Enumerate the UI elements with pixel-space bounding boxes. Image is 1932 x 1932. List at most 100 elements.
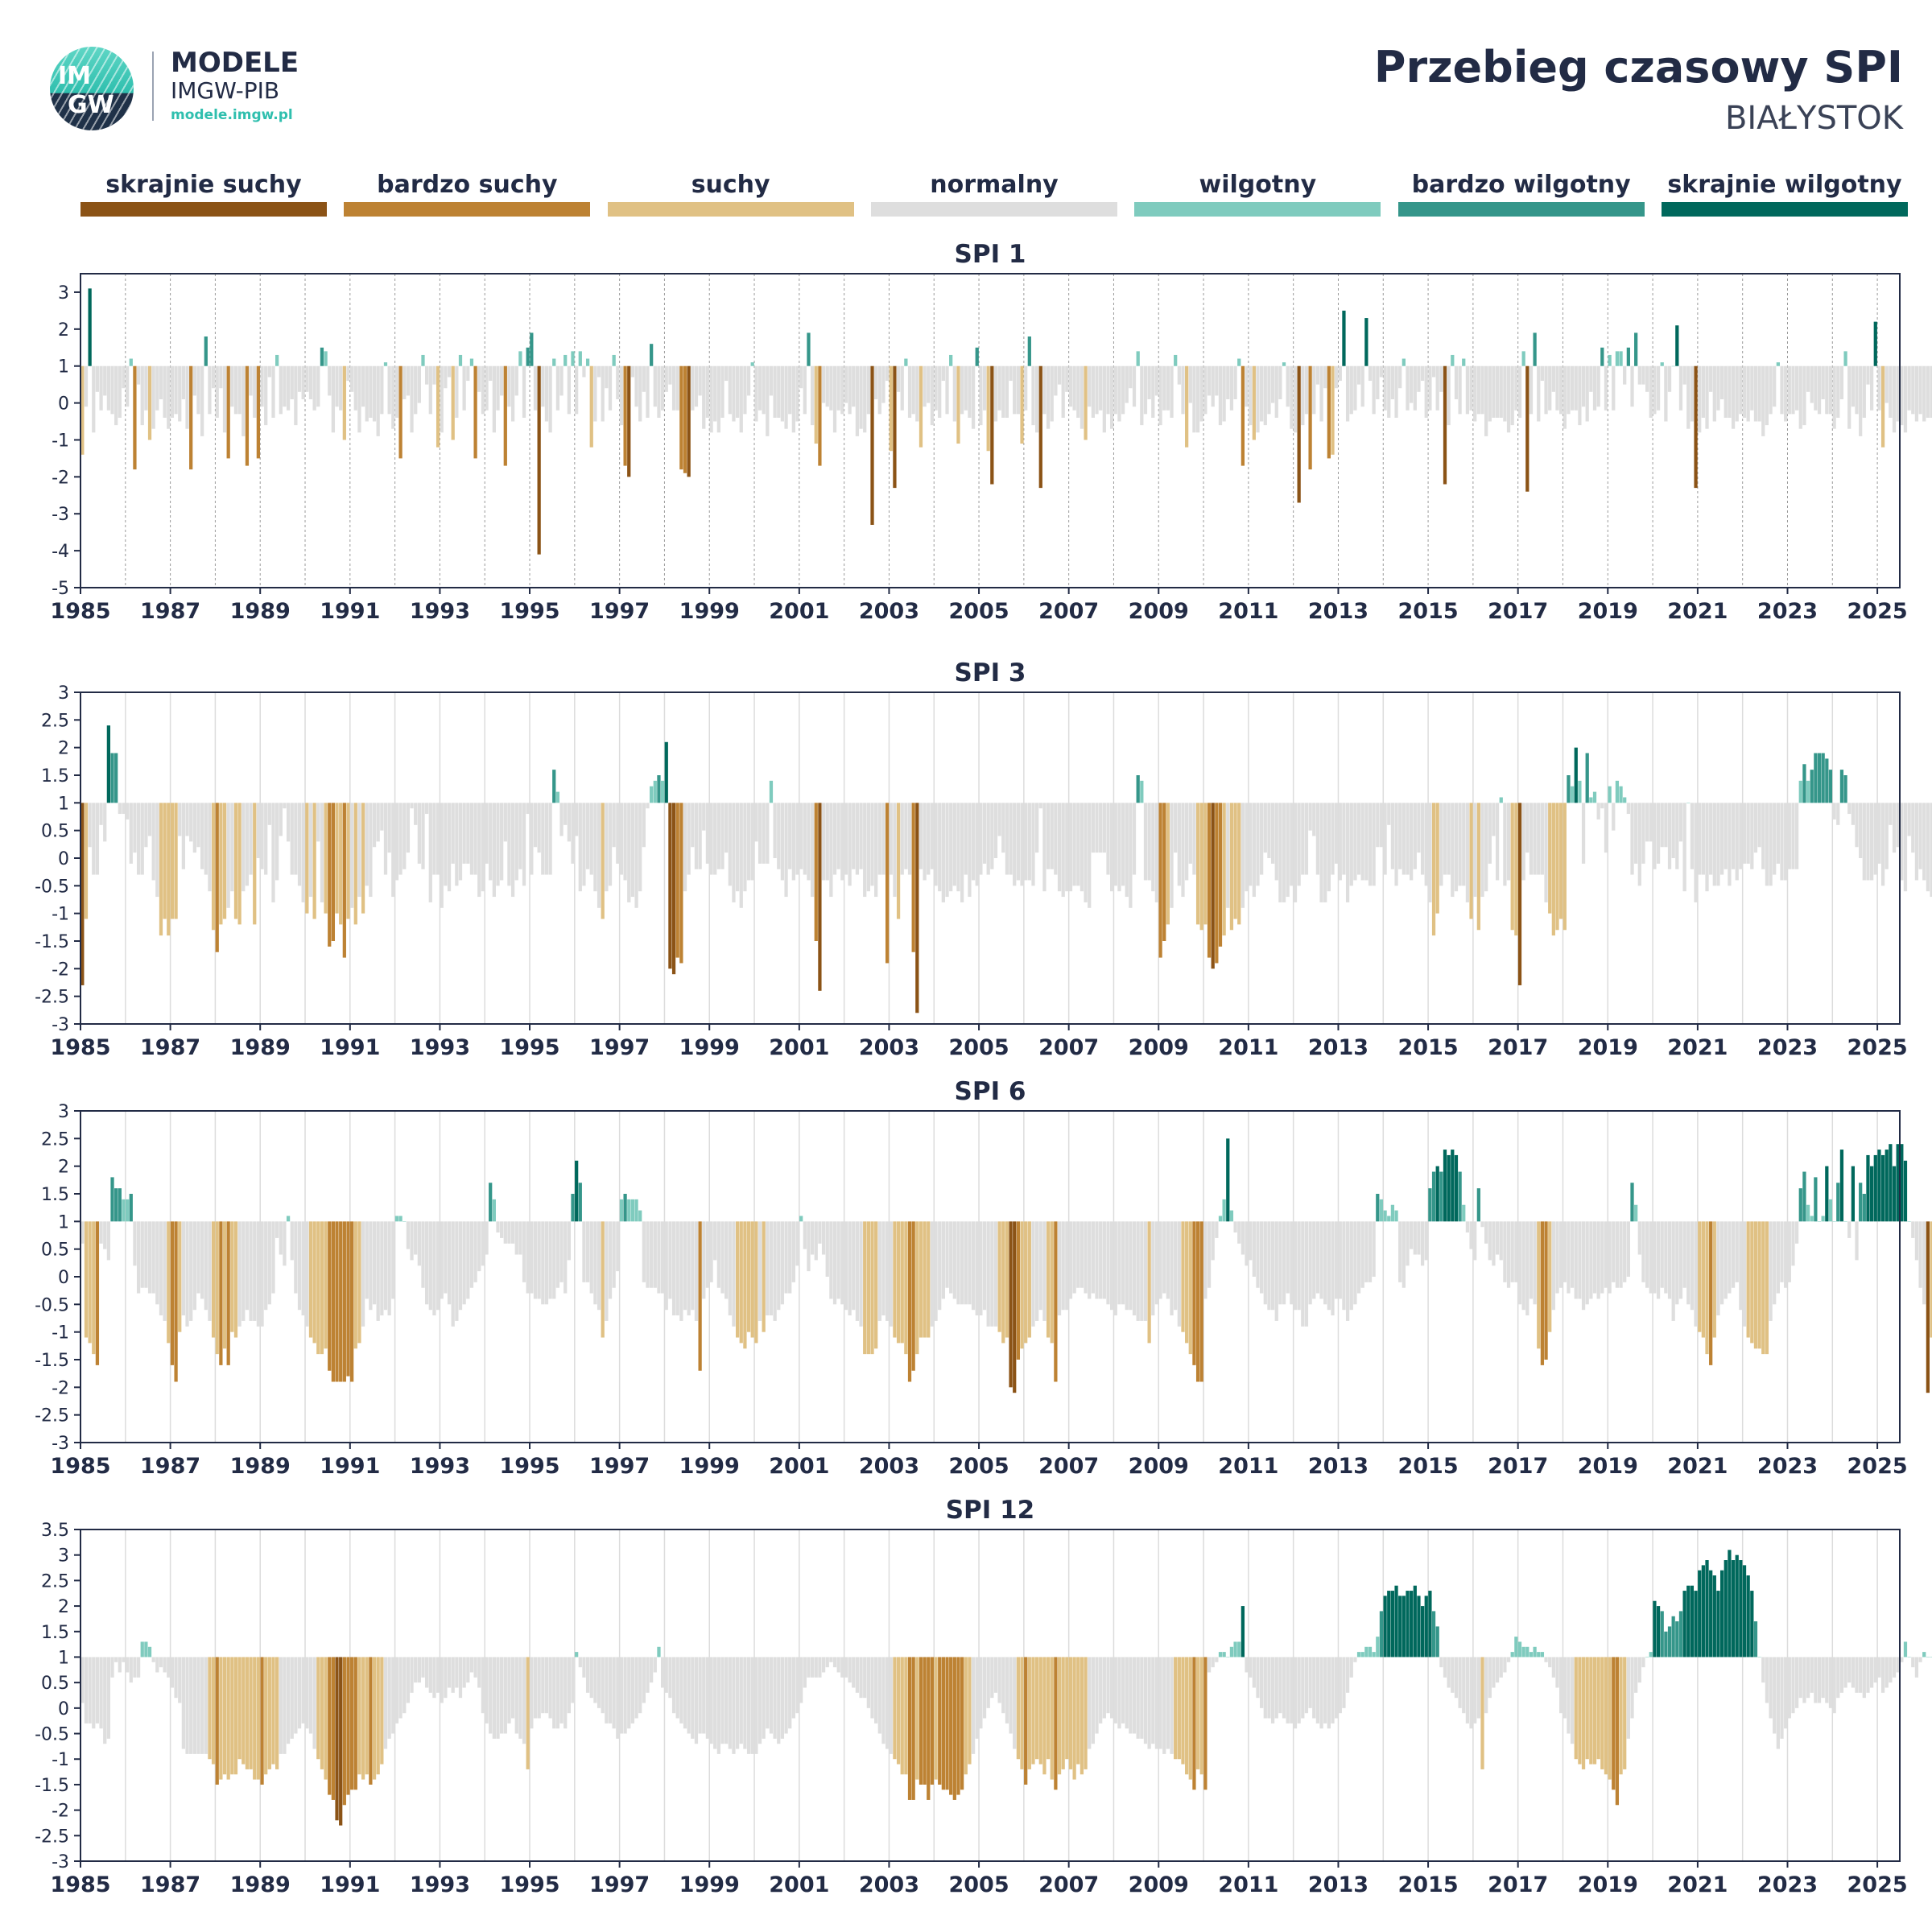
spi-bar (1750, 1591, 1754, 1657)
spi-bar (147, 803, 152, 836)
x-tick-label: 1991 (320, 1454, 380, 1479)
spi-bar (1773, 1221, 1777, 1305)
spi-bar (147, 365, 152, 440)
y-tick-label: -1.5 (35, 932, 69, 952)
spi-bar (402, 365, 407, 399)
spi-bar (1559, 803, 1563, 919)
spi-bar (1020, 1221, 1024, 1349)
spi-bar (552, 770, 556, 803)
spi-bar (1701, 365, 1705, 418)
spi-bar (1121, 1221, 1125, 1305)
spi-bar (275, 354, 279, 366)
spi-bar (118, 1188, 122, 1222)
spi-bar (1517, 803, 1522, 985)
spi-bar (1170, 365, 1174, 418)
spi-bar (694, 365, 699, 407)
x-tick-label: 2019 (1578, 1454, 1638, 1479)
spi-bar (564, 803, 568, 825)
spi-bar (275, 1221, 279, 1238)
spi-bar (1319, 365, 1323, 422)
spi-bar (1454, 803, 1459, 892)
spi-bar (1660, 803, 1664, 848)
spi-bar (1106, 803, 1110, 875)
spi-bar (466, 803, 470, 864)
y-tick-label: 1 (58, 794, 69, 814)
spi-bar (1806, 1204, 1810, 1222)
spi-bar (1177, 803, 1181, 886)
spi-bar (425, 1221, 429, 1305)
spi-bar (859, 1221, 863, 1327)
spi-bar (428, 365, 432, 415)
spi-bar (915, 365, 919, 422)
spi-bar (174, 803, 178, 919)
spi-bar (387, 365, 391, 415)
spi-bar (361, 365, 365, 407)
spi-bar (1630, 1183, 1634, 1222)
spi-bar (1091, 803, 1096, 853)
spi-bar (1521, 803, 1525, 881)
x-tick-label: 1989 (230, 599, 291, 624)
spi-bar (1335, 365, 1339, 389)
spi-bar (417, 1221, 421, 1266)
spi-bar (1735, 1221, 1739, 1282)
spi-bar (1574, 747, 1578, 803)
spi-bar (877, 803, 881, 875)
spi-bar (1671, 1616, 1675, 1657)
spi-bar (387, 1221, 391, 1316)
spi-bar (320, 1221, 324, 1355)
spi-bar (1376, 1194, 1380, 1222)
spi-bar (855, 365, 860, 436)
spi-bar (1667, 803, 1672, 869)
spi-bar (1503, 1221, 1507, 1282)
spi-bar (855, 1657, 860, 1693)
spi-bar (451, 1657, 455, 1693)
spi-bar (1851, 1657, 1855, 1688)
spi-bar (1686, 365, 1690, 429)
spi-bar (1417, 803, 1421, 853)
spi-bar (679, 803, 683, 964)
spi-bar (627, 1657, 631, 1729)
spi-bar (1903, 1160, 1908, 1222)
spi-bar (1185, 1657, 1189, 1775)
spi-bar (1866, 365, 1870, 385)
spi-bar (103, 365, 107, 396)
spi-bar (1005, 365, 1009, 418)
spi-bar (1274, 365, 1278, 418)
spi-bar (1664, 365, 1668, 422)
spi-bar (122, 1199, 126, 1222)
spi-bar (1484, 803, 1488, 892)
spi-bar (316, 803, 320, 842)
spi-bar (578, 803, 582, 892)
spi-bar (825, 1221, 829, 1277)
spi-bar (1506, 365, 1511, 433)
spi-bar (1207, 365, 1212, 396)
spi-bar (1110, 1657, 1114, 1719)
y-tick-label: 1.5 (41, 1623, 69, 1643)
spi-bar (1728, 1221, 1732, 1294)
x-tick-label: 1987 (140, 1872, 200, 1897)
spi-bar (1270, 365, 1275, 403)
spi-bar (964, 1221, 968, 1305)
spi-bar (1570, 786, 1575, 803)
spi-bar (990, 803, 994, 869)
spi-bar (200, 365, 204, 436)
spi-bar (159, 365, 163, 399)
spi-bar (1814, 365, 1818, 411)
spi-bar (1192, 803, 1196, 875)
y-tick-label: -0.5 (35, 1725, 69, 1745)
spi-bar (1563, 1221, 1567, 1282)
spi-bar (1719, 1570, 1724, 1657)
spi-bar (1372, 1652, 1376, 1657)
spi-bar (1694, 1591, 1698, 1657)
spi-bar (1656, 1221, 1661, 1299)
spi-bar (294, 1221, 298, 1294)
spi-bar (1649, 803, 1653, 842)
spi-bar (840, 1657, 844, 1678)
spi-bar (1428, 1188, 1432, 1222)
spi-bar (432, 803, 436, 875)
spi-bar (1484, 1657, 1488, 1714)
spi-bar (818, 365, 822, 466)
spi-bar (222, 365, 227, 433)
spi-bar (1634, 1204, 1638, 1222)
